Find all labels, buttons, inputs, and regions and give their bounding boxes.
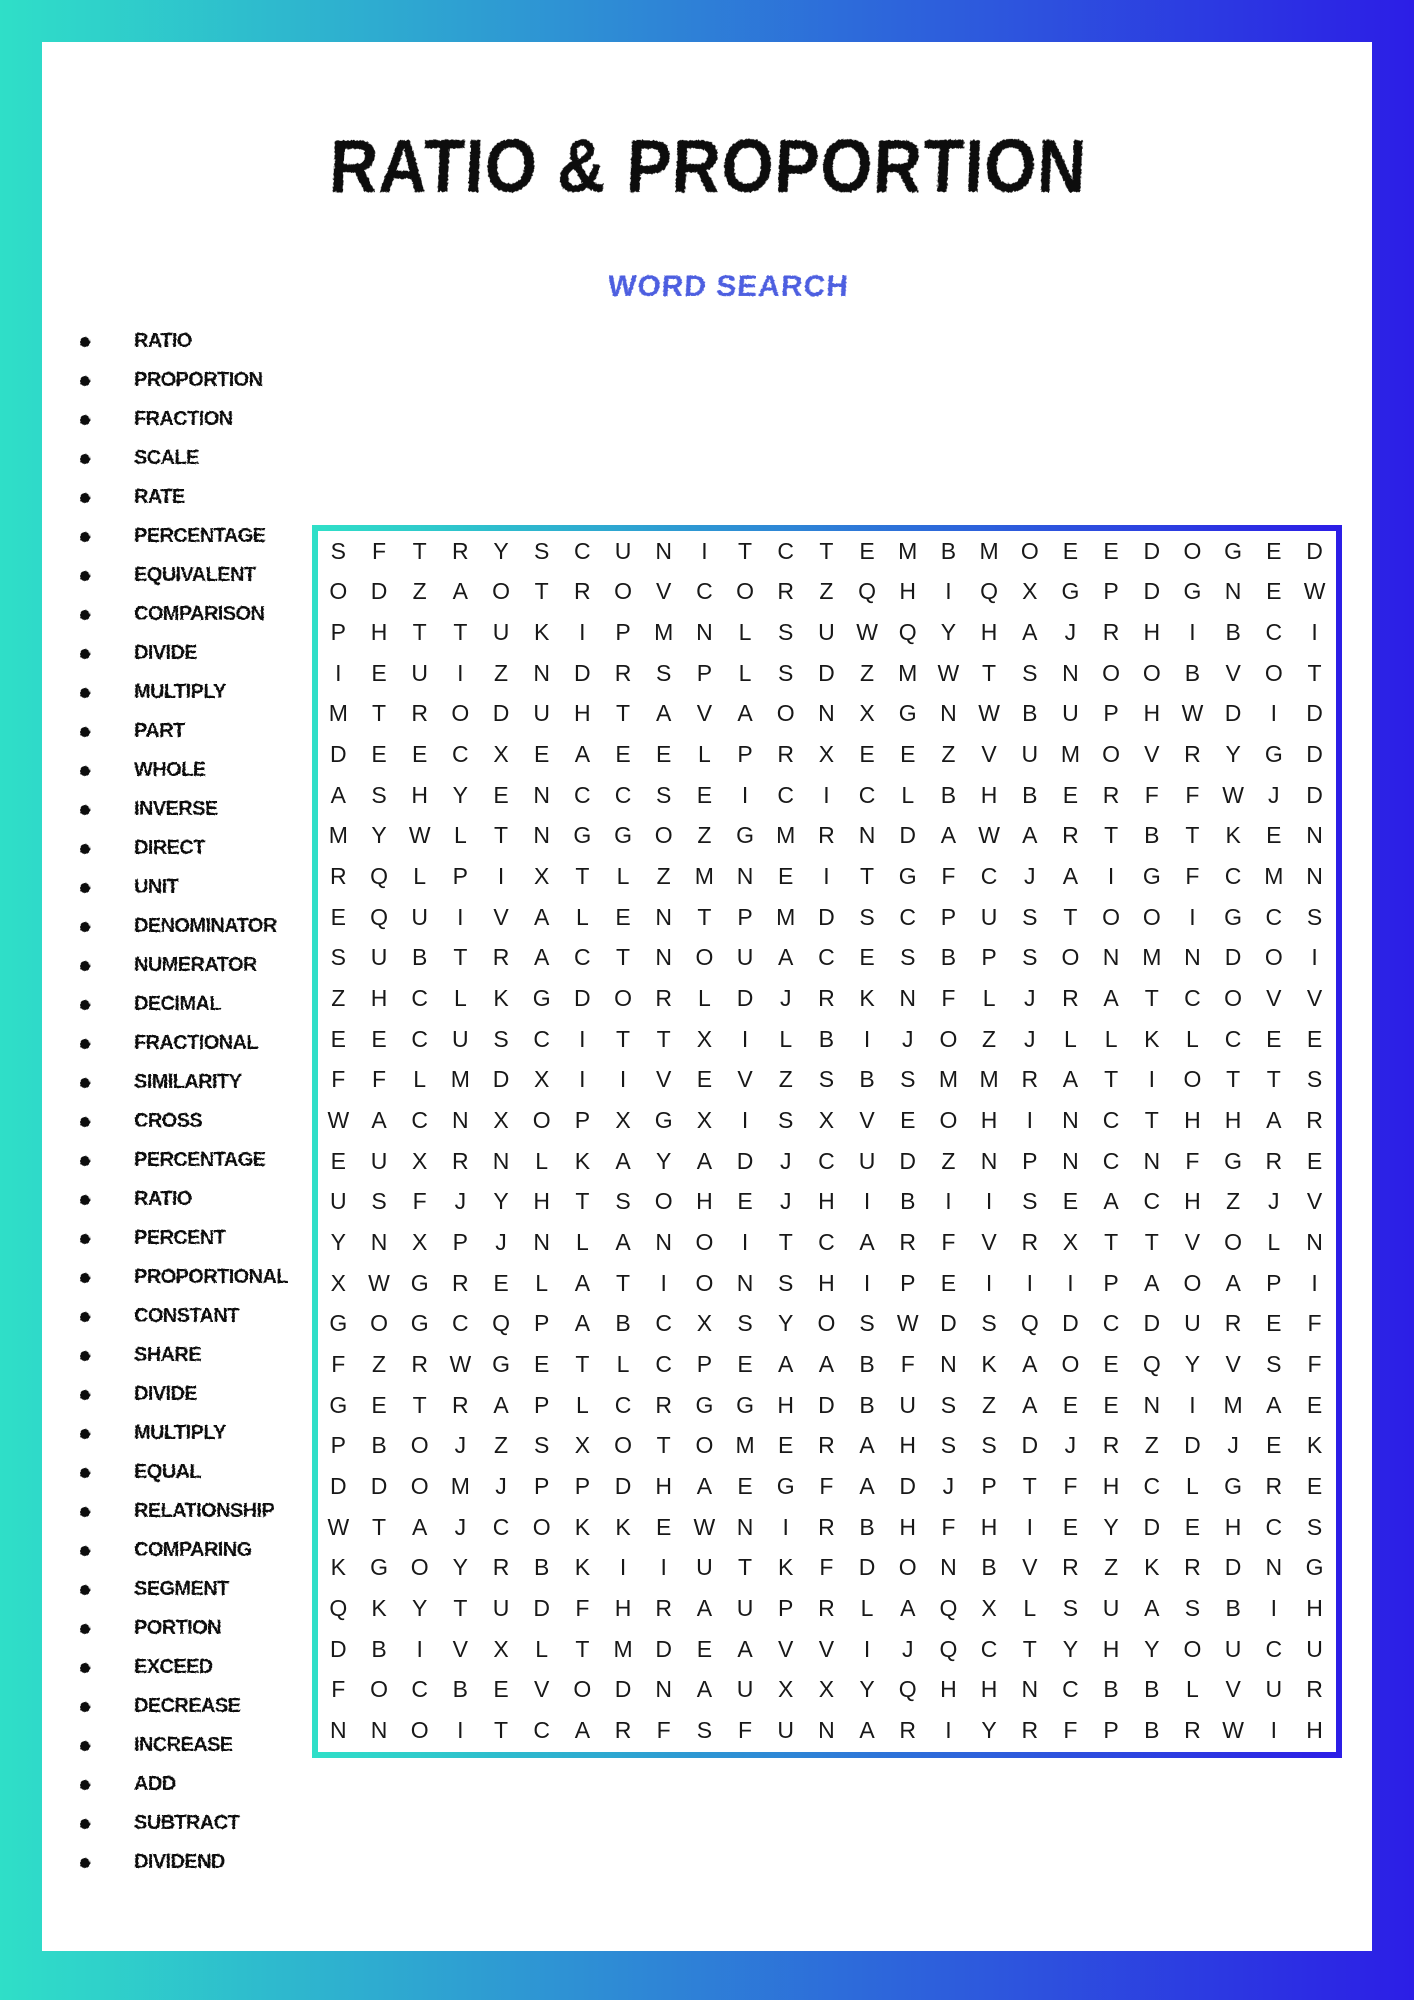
svg-text:RATIO & PROPORTION: RATIO & PROPORTION bbox=[328, 126, 1089, 209]
svg-text:WORD SEARCH: WORD SEARCH bbox=[607, 270, 850, 303]
